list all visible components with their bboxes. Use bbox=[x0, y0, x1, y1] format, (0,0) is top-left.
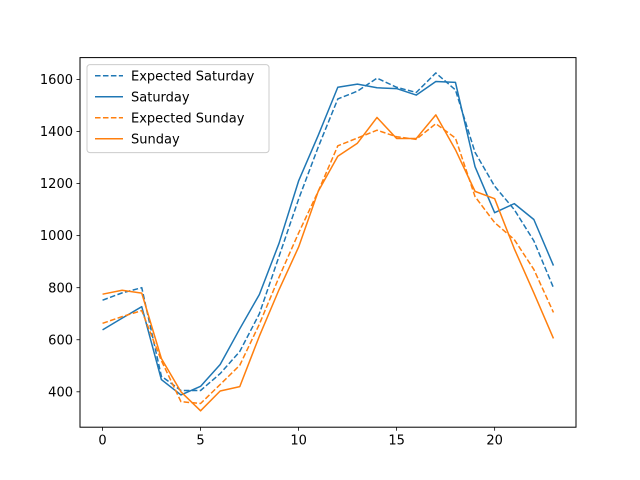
legend: Expected Saturday Saturday Expected Sunday… bbox=[86, 64, 270, 154]
y-tick-label: 800 bbox=[48, 281, 73, 296]
legend-label-saturday: Saturday bbox=[131, 90, 190, 105]
x-axis: 0 5 10 15 20 bbox=[98, 427, 503, 449]
x-tick-label: 15 bbox=[388, 434, 405, 449]
y-axis: 400 600 800 1000 1200 1400 1600 bbox=[40, 73, 80, 400]
x-tick-label: 5 bbox=[196, 434, 204, 449]
y-tick-label: 1600 bbox=[40, 73, 73, 88]
y-tick-label: 1200 bbox=[40, 177, 73, 192]
axes-frame bbox=[79, 57, 577, 428]
y-tick-label: 400 bbox=[48, 385, 73, 400]
series-line-expected-saturday bbox=[102, 72, 555, 392]
legend-label-expected-saturday: Expected Saturday bbox=[131, 69, 255, 84]
series-line-saturday bbox=[102, 80, 555, 396]
plot-lines bbox=[102, 72, 555, 412]
y-tick-label: 1000 bbox=[40, 229, 73, 244]
y-tick-label: 600 bbox=[48, 333, 73, 348]
legend-box bbox=[86, 64, 270, 154]
series-line-sunday bbox=[102, 114, 555, 412]
legend-label-sunday: Sunday bbox=[131, 132, 180, 147]
x-tick-label: 20 bbox=[486, 434, 503, 449]
y-tick-label: 1400 bbox=[40, 125, 73, 140]
legend-label-expected-sunday: Expected Sunday bbox=[131, 111, 245, 126]
series-line-expected-sunday bbox=[102, 122, 555, 405]
x-tick-label: 10 bbox=[290, 434, 307, 449]
x-tick-label: 0 bbox=[98, 434, 106, 449]
